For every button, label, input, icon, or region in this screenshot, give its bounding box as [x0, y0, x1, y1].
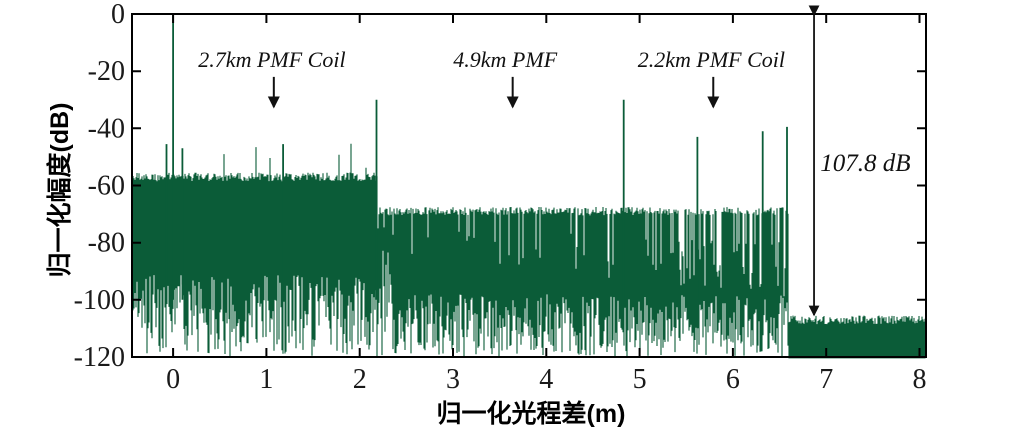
y-tick-label: -60 [88, 171, 125, 202]
y-tick-label: 0 [111, 0, 125, 30]
x-tick-label: 8 [913, 364, 927, 395]
signal-peaks [165, 14, 788, 300]
signal-trace [132, 143, 926, 359]
x-tick-label: 6 [726, 364, 740, 395]
x-tick-label: 5 [633, 364, 647, 395]
x-tick-label: 4 [539, 364, 553, 395]
annotation-2-7km-pmf-coil: 2.7km PMF Coil [198, 46, 346, 72]
x-tick-label: 1 [259, 364, 273, 395]
dynamic-range-label: 107.8 dB [820, 150, 911, 178]
annotation-4-9km-pmf: 4.9km PMF [453, 46, 558, 72]
x-tick-label: 3 [446, 364, 460, 395]
y-axis-label: 归一化幅度(dB) [46, 102, 74, 278]
x-tick-label: 2 [353, 364, 367, 395]
x-tick-label: 0 [166, 364, 180, 395]
x-axis-label: 归一化光程差(m) [436, 400, 626, 428]
y-tick-label: -120 [74, 342, 125, 373]
annotation-2-2km-pmf-coil: 2.2km PMF Coil [637, 46, 786, 72]
y-tick-label: -80 [88, 228, 125, 259]
x-tick-label: 7 [819, 364, 833, 395]
axis-ticks [132, 13, 926, 358]
y-tick-label: -20 [88, 56, 125, 87]
y-tick-label: -40 [88, 113, 125, 144]
y-tick-label: -100 [74, 285, 125, 316]
